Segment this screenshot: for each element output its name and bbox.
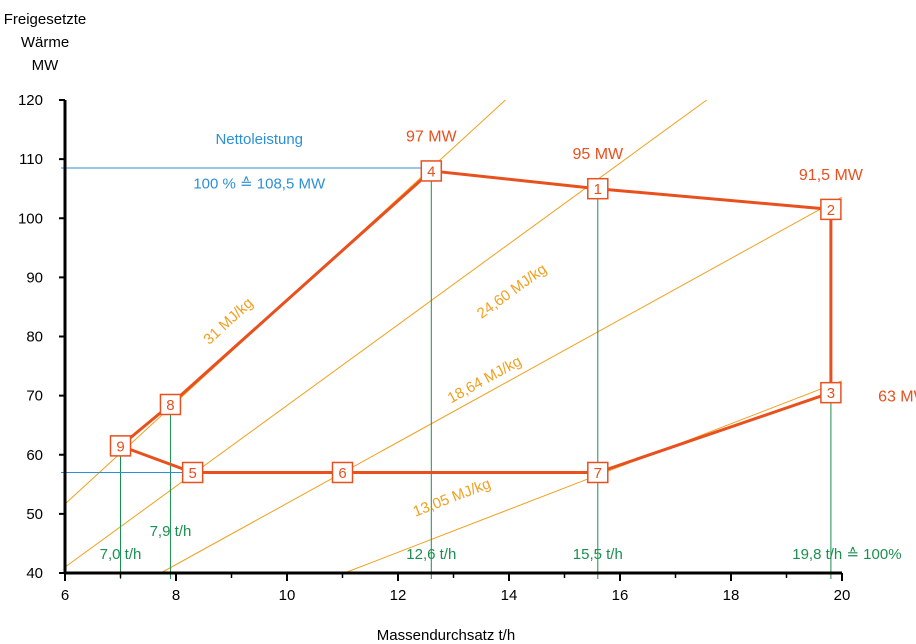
point-label: 9 — [116, 438, 124, 455]
power-label: 63 MW — [878, 389, 916, 406]
point-marker — [420, 160, 443, 182]
vertical-line-label: 12,6 t/h — [406, 546, 456, 563]
y-tick-label: 70 — [26, 388, 43, 405]
point-marker — [159, 393, 182, 416]
power-label: 97 MW — [406, 128, 458, 145]
power-label: 91,5 MW — [799, 167, 864, 184]
y-tick-label: 120 — [18, 92, 43, 109]
iso-line-label: 31 MJ/kg — [200, 295, 256, 349]
iso-line — [64, 99, 707, 568]
vertical-line-label: 19,8 t/h ≙ 100% — [792, 546, 901, 563]
y-axis-title-line-3: MW — [32, 57, 59, 74]
y-tick-label: 110 — [19, 151, 43, 168]
iso-line — [160, 196, 843, 574]
netto-lines — [61, 167, 432, 473]
point-label: 8 — [166, 397, 174, 414]
point-marker — [331, 461, 354, 484]
envelope — [119, 169, 833, 474]
point-marker — [109, 435, 132, 457]
annotations: 31 MJ/kg 24,60 MJ/kg 18,64 MJ/kg 13,05 MJ/k… — [100, 128, 916, 563]
point-label: 6 — [338, 465, 346, 482]
iso-line-label: 24,60 MJ/kg — [474, 261, 550, 323]
x-tick-label: 14 — [501, 587, 518, 604]
x-axis-title: Massendurchsatz t/h — [377, 627, 515, 644]
x-tick-label: 6 — [61, 587, 69, 604]
point-label: 2 — [827, 202, 835, 219]
y-axis-title-line-2: Wärme — [21, 34, 69, 51]
vertical-line-label: 7,9 t/h — [150, 523, 192, 540]
point-label: 4 — [427, 163, 435, 180]
vertical-line-label: 15,5 t/h — [573, 546, 623, 563]
point-marker — [820, 381, 842, 404]
x-tick-label: 10 — [279, 587, 296, 604]
y-tick-label: 100 — [18, 210, 43, 227]
point-markers: 1 2 3 4 5 6 7 8 9 — [109, 160, 842, 484]
power-label: 95 MW — [572, 146, 624, 163]
point-marker — [587, 177, 609, 200]
x-tick-label: 12 — [390, 587, 407, 604]
point-label: 3 — [827, 385, 835, 402]
y-axis-title-line-1: Freigesetzte — [4, 11, 87, 28]
y-tick-label: 90 — [26, 269, 43, 286]
point-label: 1 — [594, 181, 602, 198]
point-marker — [181, 461, 204, 484]
point-label: 5 — [188, 465, 196, 482]
netto-title: Nettoleistung — [215, 131, 303, 148]
point-label: 7 — [594, 465, 602, 482]
envelope-line — [119, 169, 833, 474]
netto-value: 100 % ≙ 108,5 MW — [193, 176, 326, 193]
x-tick-label: 18 — [723, 587, 740, 604]
x-tick-label: 20 — [834, 587, 851, 604]
iso-line-label: 13,05 MJ/kg — [411, 475, 493, 520]
y-tick-label: 80 — [26, 329, 43, 346]
y-tick-label: 50 — [26, 506, 43, 523]
point-marker — [820, 198, 842, 221]
y-tick-label: 40 — [26, 565, 43, 582]
x-tick-label: 16 — [612, 587, 629, 604]
x-tick-label: 8 — [172, 587, 180, 604]
vertical-line-label: 7,0 t/h — [100, 546, 142, 563]
iso-line-label: 18,64 MJ/kg — [445, 353, 525, 407]
y-axis-title: Freigesetzte Wärme MW — [4, 11, 87, 74]
point-marker — [587, 461, 609, 484]
y-tick-label: 60 — [26, 447, 43, 464]
